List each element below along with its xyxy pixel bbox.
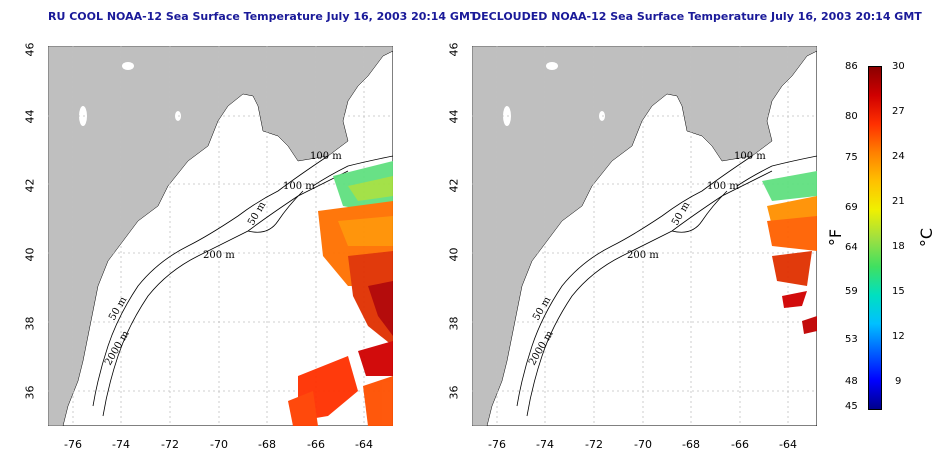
colorbar-f-tick: 45: [845, 401, 858, 412]
y-tick: 36: [23, 385, 37, 400]
colorbar-f-tick: 69: [845, 202, 858, 213]
x-tick: -74: [112, 438, 130, 451]
y-tick: 38: [23, 316, 37, 331]
colorbar-c-tick: 18: [892, 241, 905, 252]
y-tick: 42: [23, 178, 37, 193]
colorbar-c-tick: 30: [892, 61, 905, 72]
colorbar-c-tick: 21: [892, 196, 905, 207]
colorbar-c-tick: 24: [892, 151, 905, 162]
unit-celsius: °C: [917, 227, 937, 248]
depth-contours: [92, 155, 393, 417]
x-tick: -74: [536, 438, 554, 451]
colorbar-c-tick: 12: [892, 331, 905, 342]
colorbar-f-tick: 48: [845, 376, 858, 387]
y-tick: 46: [447, 42, 461, 57]
sst-map-right: 100 m 100 m 50 m 200 m 50 m 2000 m: [472, 46, 817, 426]
colorbar-f-tick: 53: [845, 334, 858, 345]
y-tick: 44: [23, 109, 37, 124]
colorbar-c-tick: 9: [895, 376, 902, 387]
y-tick: 38: [447, 316, 461, 331]
y-tick: 46: [23, 42, 37, 57]
y-tick: 36: [447, 385, 461, 400]
depth-contours: [516, 155, 817, 417]
x-tick: -66: [307, 438, 325, 451]
land-mass: [48, 46, 393, 426]
x-tick: -64: [779, 438, 797, 451]
panel-title-left: RU COOL NOAA-12 Sea Surface Temperature …: [48, 10, 478, 23]
colorbar-f-tick: 64: [845, 242, 858, 253]
x-tick: -66: [731, 438, 749, 451]
colorbar-c-tick: 15: [892, 286, 905, 297]
colorbar: [868, 66, 882, 410]
colorbar-c-tick: 27: [892, 106, 905, 117]
x-tick: -68: [682, 438, 700, 451]
contour-label: 100 m: [310, 151, 342, 162]
y-tick: 44: [447, 109, 461, 124]
x-tick: -68: [258, 438, 276, 451]
x-tick: -72: [585, 438, 603, 451]
colorbar-f-tick: 86: [845, 61, 858, 72]
y-tick: 42: [447, 178, 461, 193]
x-tick: -76: [64, 438, 82, 451]
x-tick: -70: [210, 438, 228, 451]
colorbar-f-tick: 80: [845, 111, 858, 122]
x-tick: -76: [488, 438, 506, 451]
sst-data: [288, 161, 393, 426]
colorbar-f-tick: 59: [845, 286, 858, 297]
y-tick: 40: [23, 247, 37, 262]
colorbar-f-tick: 75: [845, 152, 858, 163]
sst-data: [762, 171, 817, 334]
land-mass: [472, 46, 817, 426]
x-tick: -64: [355, 438, 373, 451]
x-tick: -72: [161, 438, 179, 451]
y-tick: 40: [447, 247, 461, 262]
panel-title-right: DECLOUDED NOAA-12 Sea Surface Temperatur…: [472, 10, 922, 23]
contour-label: 200 m: [203, 250, 235, 261]
x-tick: -70: [634, 438, 652, 451]
contour-label: 100 m: [734, 151, 766, 162]
contour-label: 200 m: [627, 250, 659, 261]
unit-fahrenheit: °F: [826, 228, 846, 247]
sst-map-left: 100 m 100 m 50 m 200 m 50 m 2000 m: [48, 46, 393, 426]
contour-label: 100 m: [707, 181, 739, 192]
contour-label: 100 m: [283, 181, 315, 192]
